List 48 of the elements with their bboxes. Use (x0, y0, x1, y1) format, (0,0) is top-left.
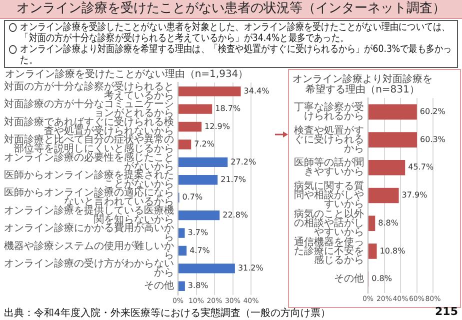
bar (178, 157, 228, 168)
bar (368, 160, 406, 176)
data-label: 7.2% (194, 140, 215, 149)
bar (368, 132, 417, 148)
y-tick-label: 通信機器を使った診療に不安を感じるから (294, 236, 364, 266)
data-label: 12.9% (204, 122, 230, 131)
bar (178, 86, 241, 96)
data-label: 18.7% (215, 104, 241, 114)
data-label: 27.2% (230, 157, 256, 166)
data-label: 31.2% (238, 264, 264, 273)
bar (178, 281, 185, 292)
source-note: 出典：令和4年度入院・外来医療等における実態調査（一般の方向け票） (4, 308, 330, 319)
bar (368, 188, 399, 204)
bar (178, 228, 185, 238)
bar (368, 216, 376, 232)
bar (178, 210, 220, 220)
data-label: 10.8% (380, 246, 406, 256)
y-tick-label: 丁寧な診察が受けられるから (294, 101, 364, 122)
data-label: 4.7% (190, 246, 210, 255)
bar (178, 264, 235, 274)
data-label: 22.8% (222, 210, 248, 220)
data-label: 34.4% (244, 86, 270, 96)
data-label: 0.8% (372, 274, 392, 284)
data-label: 60.3% (420, 134, 446, 144)
text: 215 (435, 305, 458, 318)
data-label: 60.2% (420, 107, 446, 116)
bar (368, 104, 417, 120)
bar (178, 104, 212, 114)
text: オンライン診療より対面診療を希望する理由は、「検査や処置がすぐに受けられるから」が60.3%で最も多かった。 (20, 44, 453, 66)
y-tick-label: その他 (334, 272, 364, 285)
data-label: 3.7% (188, 228, 208, 238)
bar (368, 244, 377, 259)
y-tick-label: その他 (144, 280, 174, 292)
text: オンライン診療を受けたことがない患者の状況等（インターネット調査） (0, 0, 462, 19)
data-label: 21.7% (220, 174, 246, 184)
y-tick-label: 医師等の話が聞きやすいから (294, 156, 364, 178)
bar (178, 122, 202, 132)
data-label: 0.7% (182, 192, 203, 202)
y-tick-label: 病気のこと以外の相談や話がしやすいから (294, 208, 364, 238)
data-label: 45.7% (408, 162, 434, 172)
y-tick-label: 検査や処置がすぐに受けられるから (294, 124, 364, 154)
data-label: 37.9% (402, 190, 428, 200)
data-label: 8.8% (378, 218, 399, 228)
text: オンライン診療を受診したことがない患者を対象とした、オンライン診療を受けたことがない理由については、「対面の方が十分な診察が受けられると考えているから」が34.4%と最多であった。 (20, 22, 452, 44)
bar (178, 140, 192, 150)
bar (178, 175, 218, 185)
data-label: 3.8% (188, 281, 209, 290)
bar (178, 246, 187, 256)
